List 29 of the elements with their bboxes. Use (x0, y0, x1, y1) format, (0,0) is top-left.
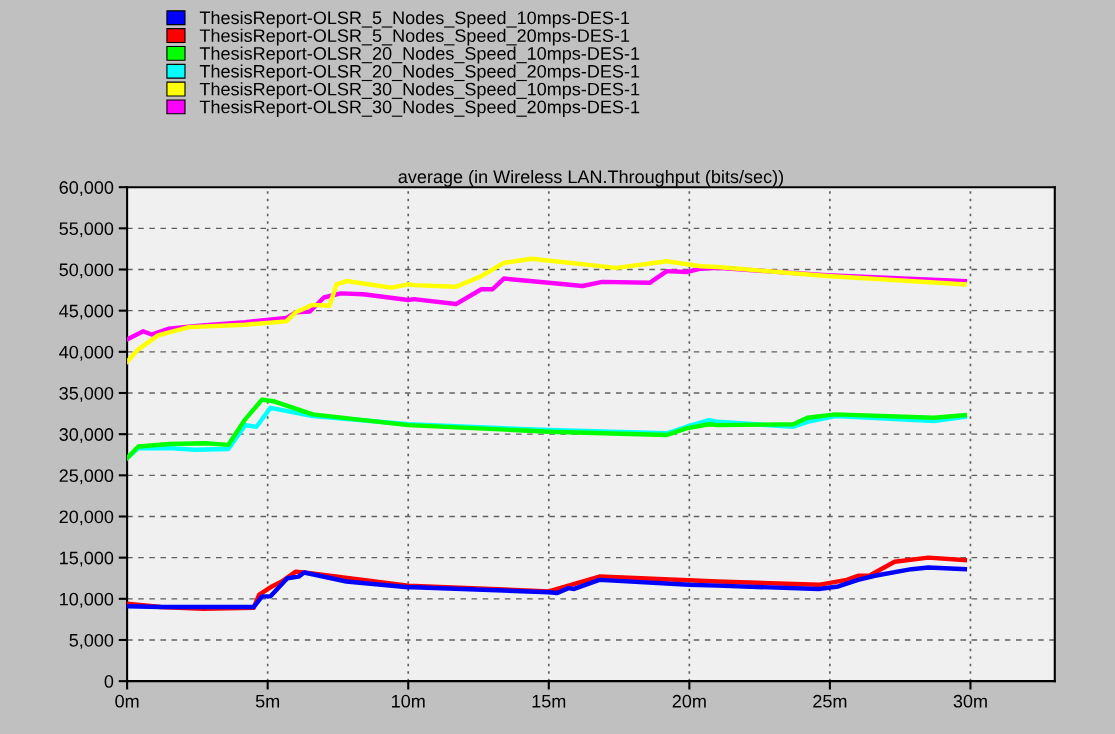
legend-label: ThesisReport-OLSR_20_Nodes_Speed_10mps-DES-1 (199, 46, 640, 64)
legend-label: ThesisReport-OLSR_30_Nodes_Speed_20mps-DES-1 (199, 100, 640, 117)
legend-label: ThesisReport-OLSR_5_Nodes_Speed_10mps-DES-1 (199, 10, 630, 28)
y-tick-label: 55,000 (59, 222, 114, 238)
y-tick-label: 50,000 (59, 263, 114, 279)
y-tick-label: 25,000 (59, 469, 114, 485)
y-tick-label: 0 (104, 675, 114, 688)
y-tick-label: 5,000 (69, 633, 114, 649)
y-tick-label: 30,000 (59, 428, 114, 444)
x-tick-label: 30m (953, 694, 987, 708)
y-tick-label: 20,000 (59, 510, 114, 526)
y-tick-label: 45,000 (59, 304, 114, 320)
x-tick-label: 15m (532, 695, 566, 708)
line-series (127, 565, 968, 610)
y-tick-label: 35,000 (59, 386, 114, 402)
x-tick-label: 25m (813, 694, 847, 708)
y-tick-label: 15,000 (60, 551, 114, 567)
x-tick-label: 5m (255, 695, 280, 708)
x-tick-label: 10m (392, 694, 425, 708)
y-tick-label: 40,000 (59, 345, 114, 361)
legend-label: ThesisReport-OLSR_30_Nodes_Speed_10mps-DES-1 (199, 82, 640, 100)
x-tick-label: 0m (115, 694, 139, 708)
x-tick-label: 20m (672, 694, 706, 708)
y-tick-label: 10,000 (60, 592, 114, 608)
legend-label: ThesisReport-OLSR_20_Nodes_Speed_20mps-DES-1 (199, 64, 640, 82)
line-series (127, 256, 968, 364)
legend-label: ThesisReport-OLSR_5_Nodes_Speed_20mps-DES-1 (199, 28, 630, 46)
chart-title: average (in Wireless LAN.Throughput (bits/sec)) (398, 169, 784, 187)
y-tick-label: 60,000 (59, 181, 114, 197)
